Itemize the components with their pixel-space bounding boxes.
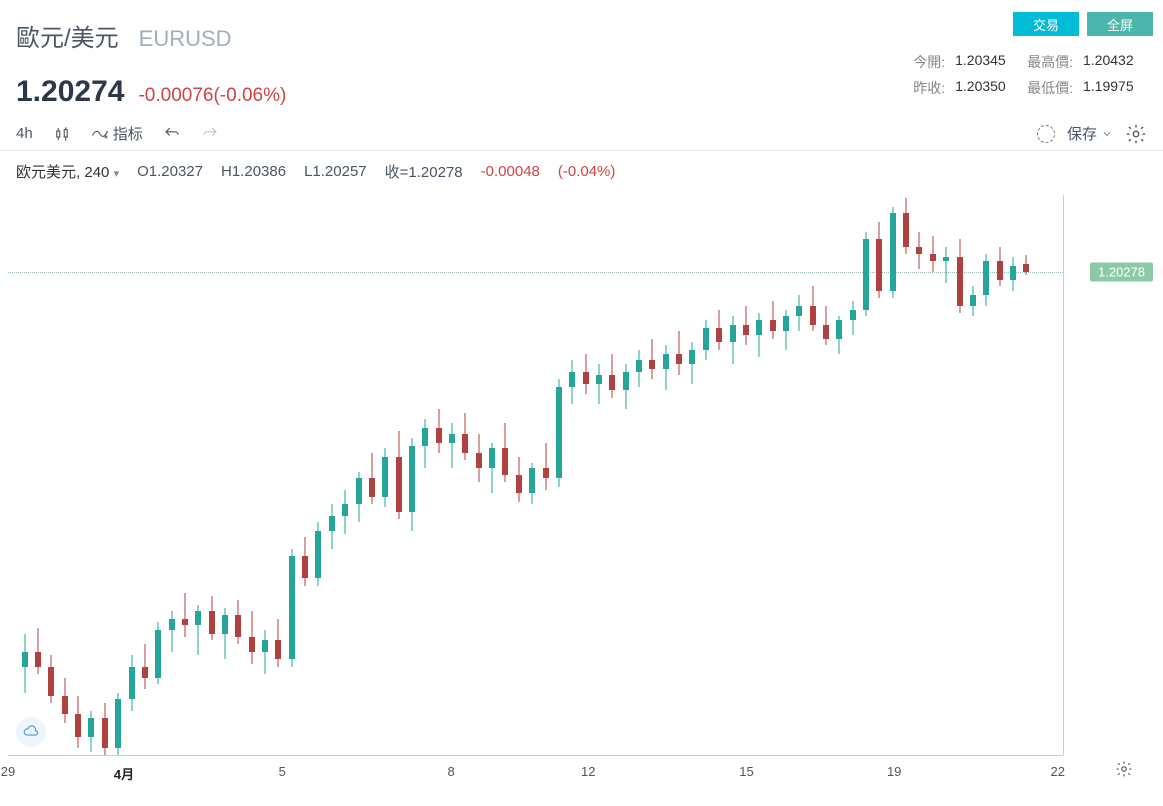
indicator-icon <box>91 125 109 143</box>
provider-logo[interactable] <box>16 717 46 747</box>
candlestick-icon <box>53 125 71 143</box>
trade-button[interactable]: 交易 <box>1013 12 1079 36</box>
interval-label: 4h <box>16 125 33 142</box>
snapshot-button[interactable] <box>1037 125 1055 143</box>
gear-icon <box>1125 123 1147 145</box>
chart-symbol-text: 欧元美元 <box>16 164 76 181</box>
current-price-tag: 1.20278 <box>1090 262 1153 281</box>
high-value: 1.20432 <box>1083 52 1145 72</box>
chevron-down-icon <box>1101 128 1113 140</box>
price-axis[interactable]: 1.20278 <box>1063 195 1163 755</box>
bar-open: O1.20327 <box>137 163 203 180</box>
change-abs: -0.00076 <box>138 85 213 106</box>
price-change: -0.00076(-0.06%) <box>138 85 286 107</box>
ohlc-stats: 今開: 1.20345 最高價: 1.20432 昨收: 1.20350 最低價… <box>913 52 1145 104</box>
open-value: 1.20345 <box>955 52 1017 72</box>
x-tick: 22 <box>1050 764 1064 779</box>
bar-close: 收=1.20278 <box>385 161 463 182</box>
cloud-icon <box>22 723 40 741</box>
x-tick: 19 <box>887 764 901 779</box>
prev-close-label: 昨收: <box>913 78 945 98</box>
bar-change-pct: (-0.04%) <box>558 163 616 180</box>
interval-selector[interactable]: 4h <box>16 125 33 142</box>
bar-high: H1.20386 <box>221 163 286 180</box>
prev-close-value: 1.20350 <box>955 78 1017 98</box>
x-tick: 12 <box>581 764 595 779</box>
snapshot-icon <box>1037 125 1055 143</box>
low-value: 1.19975 <box>1083 78 1145 98</box>
chart-symbol[interactable]: 欧元美元, 240 ▾ <box>16 161 119 182</box>
open-label: 今開: <box>913 52 945 72</box>
fullscreen-button[interactable]: 全屏 <box>1087 12 1153 36</box>
x-tick: 5 <box>279 764 286 779</box>
redo-icon <box>201 125 219 143</box>
axis-settings-button[interactable] <box>1115 760 1133 783</box>
x-tick: 8 <box>447 764 454 779</box>
undo-icon <box>163 125 181 143</box>
redo-button[interactable] <box>201 125 219 143</box>
current-price-line <box>8 272 1063 273</box>
bar-change-abs: -0.00048 <box>481 163 540 180</box>
save-label: 保存 <box>1067 123 1097 144</box>
pair-symbol: EURUSD <box>139 26 232 52</box>
indicators-button[interactable]: 指标 <box>91 123 143 144</box>
x-tick: 29 <box>1 764 15 779</box>
time-axis[interactable]: 294月5812151922 <box>8 755 1063 791</box>
high-label: 最高價: <box>1027 52 1073 72</box>
chart-period: , 240 <box>76 164 109 181</box>
chart-style-button[interactable] <box>53 125 71 143</box>
undo-button[interactable] <box>163 125 181 143</box>
low-label: 最低價: <box>1027 78 1073 98</box>
gear-icon <box>1115 760 1133 778</box>
x-tick: 15 <box>739 764 753 779</box>
bar-low: L1.20257 <box>304 163 367 180</box>
candlestick-chart[interactable] <box>8 195 1063 755</box>
x-tick: 4月 <box>114 764 134 783</box>
change-pct: (-0.06%) <box>213 85 286 106</box>
pair-name-local: 歐元/美元 <box>16 18 119 53</box>
settings-button[interactable] <box>1125 123 1147 145</box>
indicators-label: 指标 <box>113 123 143 144</box>
current-price: 1.20274 <box>16 75 124 109</box>
save-button[interactable]: 保存 <box>1067 123 1113 144</box>
chevron-down-icon: ▾ <box>114 168 120 180</box>
